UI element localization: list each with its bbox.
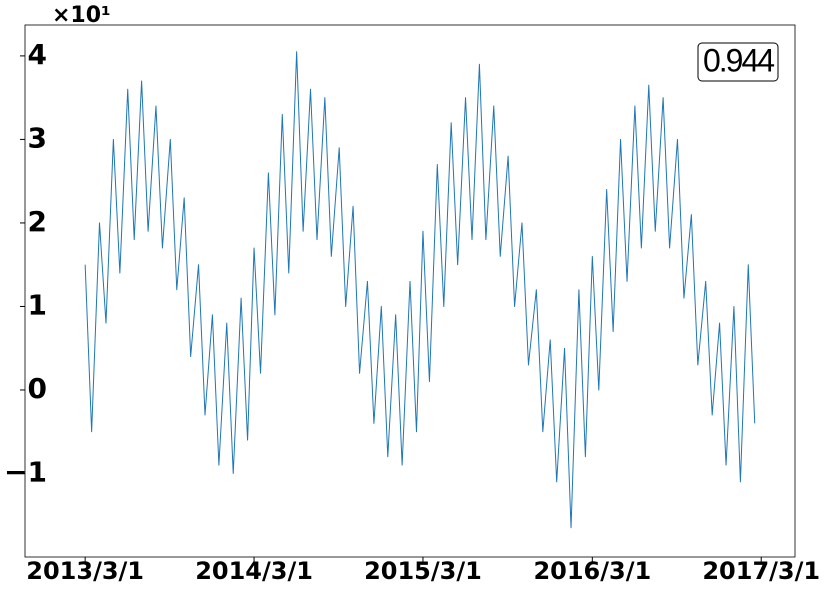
y-tick-label: 0	[28, 372, 47, 405]
x-tick-label: 2014/3/1	[195, 557, 313, 585]
x-tick-label: 2015/3/1	[364, 557, 482, 585]
x-tick-label: 2013/3/1	[26, 557, 144, 585]
annotation: 0.944	[703, 42, 774, 78]
x-tick-label: 2016/3/1	[533, 557, 651, 585]
y-tick-label: 1	[28, 288, 47, 321]
y-tick-label: 2	[28, 205, 47, 238]
annotation-box	[697, 42, 779, 82]
y-tick-label: −1	[4, 455, 47, 488]
data-line	[84, 51, 756, 529]
offset-label: ×10¹	[52, 3, 111, 28]
plot-frame	[24, 24, 796, 558]
y-tick-label: 4	[28, 38, 47, 71]
y-tick-label: 3	[28, 121, 47, 154]
x-tick-label: 2017/3/1	[702, 557, 820, 585]
